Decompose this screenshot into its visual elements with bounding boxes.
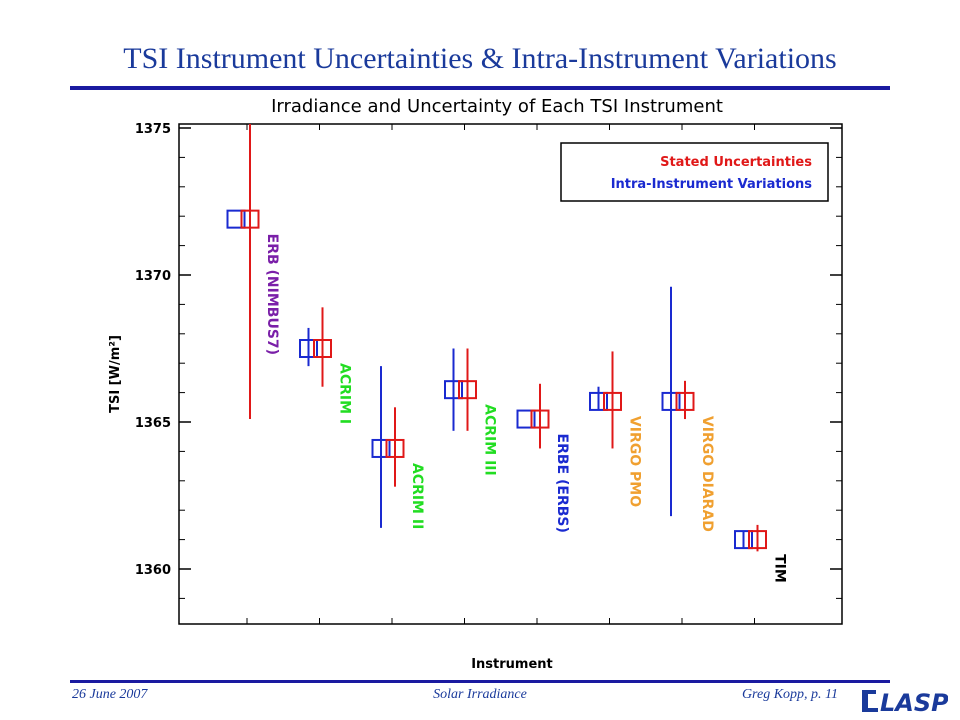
stated-value-marker [313, 339, 332, 358]
intra-value-marker [661, 391, 681, 411]
instrument-label: ERBE (ERBS) [554, 434, 570, 533]
intra-value-marker [299, 339, 318, 358]
instrument-label: VIRGO DIARAD [699, 416, 715, 532]
intra-value-marker [516, 409, 536, 429]
y-tick-label: 1370 [135, 269, 171, 284]
instrument-label: ACRIM III [482, 404, 498, 476]
stated-value-marker [603, 391, 622, 411]
footer-title: Solar Irradiance [433, 687, 527, 702]
intra-value-marker [444, 380, 463, 400]
footer-date: 26 June 2007 [72, 687, 148, 702]
legend-intra-instrument-variations: Intra-Instrument Variations [611, 177, 813, 192]
y-tick-label: 1365 [135, 416, 171, 431]
instrument-label: TIM [772, 554, 788, 583]
legend-stated-uncertainties: Stated Uncertainties [660, 155, 812, 170]
stated-value-marker [530, 409, 550, 429]
logo-mark-icon [862, 690, 878, 712]
data-marks: ERB (NIMBUS7) ACRIM I ACRIM II ACRIM III ERB… [226, 124, 788, 583]
x-axis [246, 124, 755, 624]
title-divider [70, 86, 890, 90]
legend: Stated Uncertainties Intra-Instrument Va… [560, 142, 829, 202]
y-tick-label: 1375 [135, 122, 171, 137]
instrument-label: ACRIM I [337, 363, 353, 424]
y-tick-label: 1360 [135, 563, 171, 578]
stated-value-marker [458, 380, 477, 400]
logo-wordmark: LASP [880, 689, 948, 716]
x-axis-label: Instrument [471, 657, 553, 672]
y-axis: 1360 1365 1370 1375 [135, 122, 842, 599]
y-axis-label: TSI [W/m²] [108, 335, 123, 413]
instrument-label: ERB (NIMBUS7) [264, 234, 280, 355]
stated-value-marker [240, 209, 260, 229]
lasp-logo: LASP [862, 689, 948, 716]
instrument-label: VIRGO PMO [627, 416, 643, 507]
intra-value-marker [734, 530, 753, 550]
plot-frame [178, 123, 843, 625]
slide-title: TSI Instrument Uncertainties & Intra-Ins… [123, 42, 837, 75]
tsi-chart: Irradiance and Uncertainty of Each TSI I… [97, 92, 845, 674]
stated-value-marker [675, 391, 695, 411]
chart-title: Irradiance and Uncertainty of Each TSI I… [271, 96, 723, 117]
legend-box [560, 142, 829, 202]
intra-value-marker [589, 391, 608, 411]
stated-value-marker [748, 530, 767, 550]
footer-page-number: Greg Kopp, p. 11 [741, 687, 838, 702]
instrument-label: ACRIM II [409, 463, 425, 529]
intra-value-marker [226, 209, 246, 229]
stated-value-marker [385, 438, 405, 458]
footer-divider [70, 680, 890, 683]
intra-value-marker [371, 438, 391, 458]
